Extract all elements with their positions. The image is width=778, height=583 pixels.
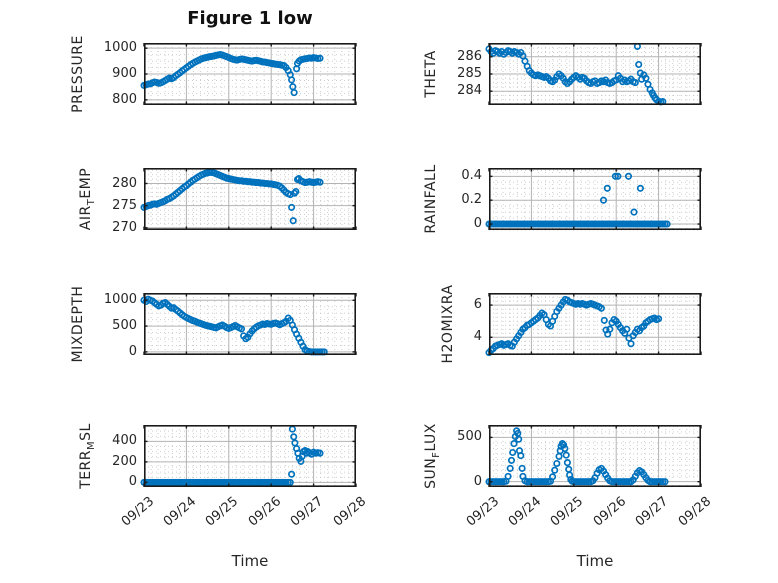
axes-box [144,425,356,488]
y-tick-label: 280 [112,175,137,191]
y-tick-label: 0 [473,216,482,232]
minor-grid [489,293,701,355]
subplot-sun-flux [485,425,702,488]
axes-box [144,43,356,106]
subplot-theta [485,42,702,106]
y-tick-label: 286 [457,48,482,64]
y-tick-label: 1000 [103,292,137,308]
x-axis-title-right: Time [576,552,614,570]
axes-box [489,425,701,488]
y-tick-label: 270 [112,219,137,235]
subplot-mixdepth [140,293,357,356]
x-tick-label: 09/27 [632,494,672,530]
y-tick-label: 400 [112,433,137,449]
data-series [485,427,669,486]
y-tick-label: 4 [473,329,482,345]
data-series [485,295,663,357]
y-tick-label: 0 [128,343,137,359]
x-tick-label: 09/25 [548,494,587,530]
y-tick-label: 200 [112,453,137,469]
axes-box [489,168,701,231]
axes-box [489,293,701,356]
x-tick-label: 09/25 [203,494,242,530]
y-tick-label: 900 [112,66,137,81]
major-grid [144,43,356,105]
y-tick-label: 0 [473,473,482,489]
x-tick-label: 09/23 [118,494,157,530]
minor-grid [144,293,356,355]
x-tick-label: 09/27 [287,494,327,530]
y-tick-label: 284 [457,83,482,99]
y-tick-label: 500 [112,318,137,334]
y-axis-label: TERRMSL [78,423,98,489]
data-series [140,168,324,225]
x-tick-label: 09/23 [463,494,502,530]
y-tick-label: 6 [473,297,482,313]
figure-title: Figure 1 low [187,8,313,29]
data-series [140,51,324,97]
subplot-pressure [140,43,357,106]
x-tick-label: 09/28 [675,494,714,530]
y-tick-label: 1000 [103,40,137,56]
y-tick-label: 0.4 [461,168,482,184]
y-tick-label: 275 [112,197,137,213]
y-tick-label: 0 [128,474,137,490]
x-tick-label: 09/28 [330,494,369,530]
y-tick-label: 500 [457,429,482,445]
subplot-rainfall [485,168,702,231]
data-series [485,172,671,228]
axes-box [489,43,701,106]
axes-box [144,293,356,356]
y-axis-label: SUNFLUX [423,423,443,489]
y-tick-label: 285 [457,66,482,81]
subplot-h2omixra [485,293,702,357]
x-tick-label: 09/26 [590,494,629,530]
minor-grid [144,168,356,230]
data-series [140,295,328,356]
x-tick-label: 09/24 [160,494,200,530]
major-grid [144,293,356,355]
x-tick-label: 09/24 [505,494,545,530]
minor-grid [144,425,356,487]
data-series [140,425,324,486]
y-tick-label: 800 [112,91,137,107]
y-tick-label: 0.2 [461,192,482,208]
x-axis-title-left: Time [231,552,269,570]
subplot-terr-msl [140,425,357,488]
axes-box [144,168,356,231]
subplot-air-temp [140,168,357,231]
x-tick-label: 09/26 [245,494,284,530]
major-grid [144,425,356,487]
